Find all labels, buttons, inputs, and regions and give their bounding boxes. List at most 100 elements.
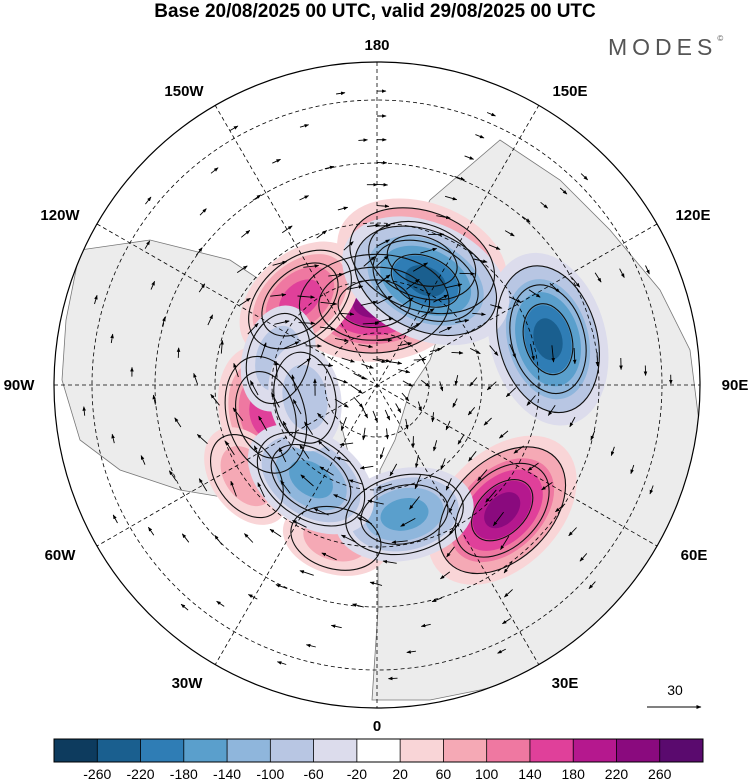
wind-vector [334, 398, 349, 408]
wind-vector [588, 581, 596, 590]
wind-vector [319, 326, 336, 331]
wind-vector [276, 661, 287, 665]
wind-vector [468, 451, 477, 462]
anomaly-shade-level [380, 497, 429, 531]
wind-vector [198, 478, 208, 492]
wind-vector [382, 559, 397, 564]
wind-vector [420, 247, 438, 254]
wind-vector [195, 247, 203, 256]
wind-vector [490, 304, 503, 309]
wind-vector [152, 394, 156, 405]
wind-vector [528, 289, 541, 298]
anomaly-contours [273, 351, 337, 444]
contour-line [496, 265, 600, 414]
wind-vector [214, 534, 223, 545]
wind-vector [196, 434, 208, 445]
colorbar-swatch [573, 739, 617, 762]
wind-vector [338, 312, 355, 316]
colorbar-swatch [529, 739, 574, 762]
wind-vector [405, 418, 409, 430]
wind-vector [298, 321, 316, 325]
wind-vector [161, 316, 166, 327]
wind-vector [389, 463, 398, 477]
wind-vector [317, 363, 334, 368]
wind-vector [649, 485, 654, 495]
wind-vector [504, 230, 515, 237]
wind-vector [402, 380, 413, 387]
wind-vector [420, 379, 430, 387]
wind-vector [239, 297, 251, 306]
wind-vector [340, 534, 357, 543]
wind-vector [257, 482, 265, 498]
label-60w: 60W [45, 547, 77, 564]
map-disk [54, 62, 700, 708]
wind-vector [350, 384, 363, 394]
wind-vector [421, 308, 435, 318]
wind-vector [292, 519, 307, 528]
colorbar-tick-label: -140 [213, 766, 241, 782]
contour-line [471, 479, 534, 542]
wind-vector [230, 480, 237, 497]
wind-vector [283, 341, 300, 349]
wind-vector [376, 204, 390, 208]
wind-vector [387, 676, 398, 681]
wind-vector [398, 369, 411, 374]
wind-vector [445, 478, 452, 491]
wind-vector [150, 280, 156, 290]
wind-vector [244, 533, 254, 543]
wind-vector [250, 380, 259, 396]
colorbar-tick-label: 100 [475, 766, 499, 782]
colorbar-tick-label: -60 [303, 766, 323, 782]
colorbar-tick-label: -180 [170, 766, 198, 782]
vector-scale-label: 30 [667, 682, 683, 698]
wind-vector [272, 260, 288, 266]
wind-vector [504, 589, 513, 598]
wind-vector [199, 208, 207, 216]
wind-vector [334, 337, 349, 342]
wind-vector [304, 421, 313, 435]
wind-vector [145, 196, 152, 205]
colorbar-tick-label: 260 [648, 766, 672, 782]
modes-logo: MODES© [608, 34, 723, 61]
wind-vector [376, 182, 389, 187]
wind-vector [343, 241, 354, 251]
wind-vector [271, 392, 280, 408]
wind-vector [174, 417, 182, 428]
wind-vector [341, 357, 355, 363]
contour-line [360, 484, 449, 545]
wind-vector [193, 372, 199, 385]
wind-vector [579, 553, 588, 562]
colorbar-tick-label: -100 [256, 766, 284, 782]
label-180: 180 [364, 37, 389, 54]
wind-vector [619, 268, 625, 278]
wind-vector [505, 387, 517, 398]
wind-vector [274, 360, 279, 378]
wind-vector [439, 381, 444, 392]
colorbar-swatch [183, 739, 228, 762]
wind-vector [340, 417, 347, 431]
wind-vector [455, 319, 470, 323]
wind-vector [225, 441, 235, 456]
anomaly-contours [256, 431, 366, 527]
wind-vector [541, 482, 553, 491]
wind-vector [352, 603, 364, 608]
wind-vector [569, 416, 576, 428]
wind-vector [317, 440, 330, 452]
wind-vector [412, 262, 428, 272]
label-90w: 90W [4, 377, 36, 394]
wind-vector [229, 125, 239, 131]
longitude-labels: 180 150E 120E 90E 60E 30E 0 30W 60W 90W … [4, 37, 749, 735]
wind-vector [572, 347, 577, 365]
wind-vector [433, 440, 438, 452]
anomaly-contours [224, 355, 308, 474]
colorbar-tick-label: 180 [562, 766, 586, 782]
wind-vector [384, 409, 391, 421]
wind-vector [353, 396, 364, 408]
wind-vector [253, 445, 262, 462]
wind-vector [500, 535, 510, 550]
contour-line [298, 253, 450, 354]
wind-vector [361, 363, 374, 369]
wind-vector [397, 342, 413, 347]
wind-vector [112, 514, 118, 524]
contour-line [235, 370, 297, 459]
